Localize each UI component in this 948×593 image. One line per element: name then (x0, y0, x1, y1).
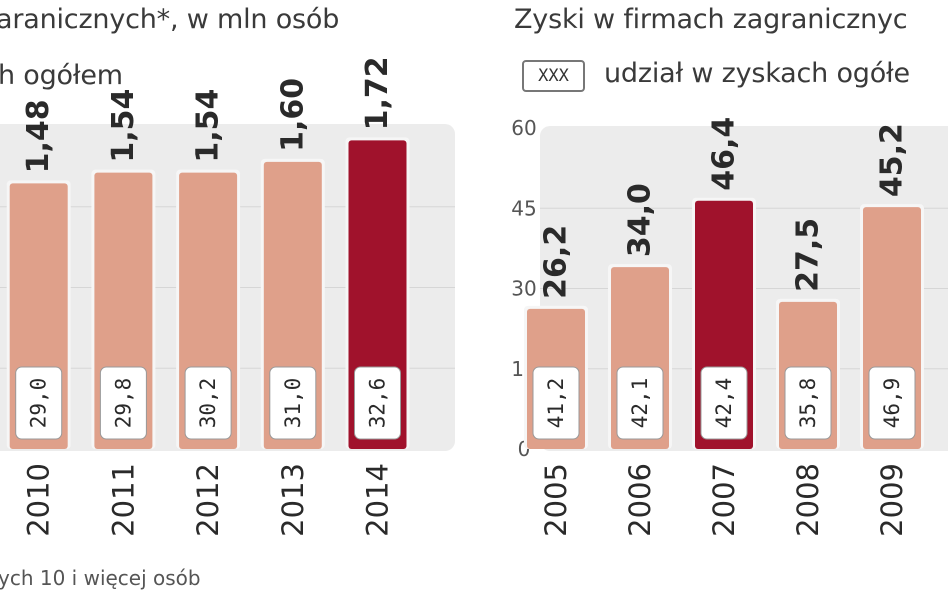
bar-value-label: 27,5 (791, 218, 826, 292)
bar-value-label: 1,54 (106, 89, 141, 163)
bar-value-label: 26,2 (539, 225, 574, 299)
share-box (15, 366, 63, 440)
share-box-label: 29,8 (111, 378, 135, 429)
share-box (616, 366, 664, 440)
bar-value-label: 46,4 (707, 117, 742, 191)
legend-share-text: udział w zyskach ogółe (604, 58, 910, 89)
bar-value-label: 1,72 (360, 56, 395, 130)
share-box-label: 41,2 (544, 378, 568, 429)
bar-value-label: 45,2 (875, 123, 910, 197)
year-label: 2005 (539, 463, 573, 537)
share-box (532, 366, 580, 440)
year-label: 2012 (191, 463, 225, 537)
share-box (99, 366, 147, 440)
year-label: 2007 (707, 463, 741, 537)
left-chart-subtitle: h ogółem (0, 60, 123, 91)
share-box (184, 366, 232, 440)
right-y-tick-label: 45 (511, 196, 536, 220)
share-box-label: 46,9 (880, 378, 904, 429)
bar-value-label: 34,0 (623, 183, 658, 257)
share-box-label: 32,6 (366, 378, 390, 429)
year-label: 2014 (361, 463, 395, 537)
share-box-label: 42,1 (628, 378, 652, 429)
year-label: 2011 (106, 463, 140, 537)
year-label: 2010 (22, 463, 56, 537)
share-box-label: 29,0 (27, 378, 51, 429)
share-box (784, 366, 832, 440)
share-box (354, 366, 401, 440)
right-chart-title: Zyski w firmach zagranicznyc (514, 4, 908, 35)
share-box-label: 30,2 (196, 378, 220, 429)
left-chart-title: aranicznych*, w mln osób (0, 4, 340, 35)
year-label: 2013 (276, 463, 310, 537)
share-box (868, 366, 916, 440)
right-y-tick-label: 30 (511, 277, 536, 301)
share-box-label: 42,4 (712, 378, 736, 429)
year-label: 2008 (791, 463, 825, 537)
legend-share-box: XXX (522, 60, 585, 92)
bar-value-label: 1,60 (275, 78, 310, 152)
share-box (700, 366, 748, 440)
share-box-label: 35,8 (796, 378, 820, 429)
share-box-label: 31,0 (281, 378, 305, 429)
year-label: 2006 (623, 463, 657, 537)
left-chart-footnote: ych 10 i więcej osób (0, 566, 201, 590)
right-y-tick-label: 60 (511, 116, 536, 140)
bar-value-label: 1,48 (21, 99, 56, 173)
year-label: 2009 (875, 463, 909, 537)
share-box (269, 366, 317, 440)
bar-value-label: 1,54 (191, 89, 226, 163)
